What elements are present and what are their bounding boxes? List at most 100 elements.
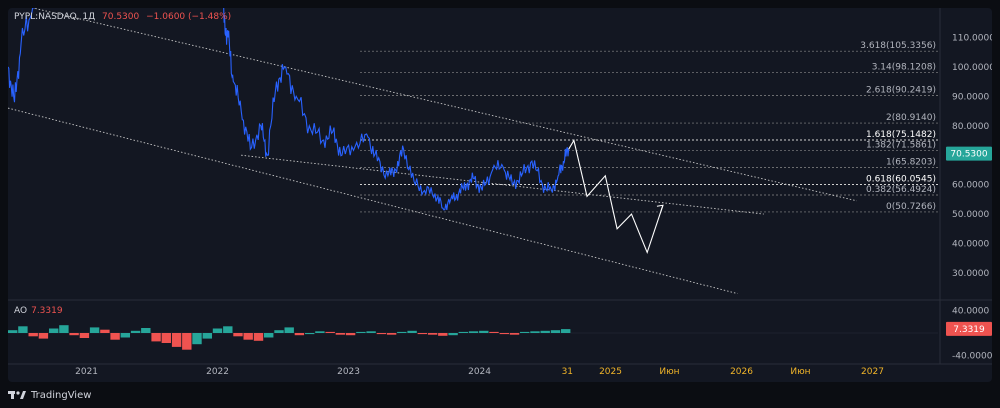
ao-bar [69,333,79,336]
ao-bar [325,331,335,333]
ao-bar [438,333,448,336]
ao-bar [335,333,346,335]
branding[interactable]: TradingView [8,386,91,404]
fib-level-label: 2.618(90.2419) [866,86,936,96]
ao-bar [79,333,90,338]
ao-axis-tick: -40.0000 [952,351,992,361]
ao-bar [171,333,182,347]
ao-axis-tick: 40.0000 [952,307,989,317]
ao-bar [315,331,325,333]
price-series-line [8,8,570,211]
ao-bar [376,333,387,335]
ao-bar [509,333,520,335]
price-axis-tick: 90.0000 [952,92,989,102]
symbol-name[interactable]: PYPL:NASDAQ, 1Д [14,12,96,22]
fib-level-label: 1(65.8203) [886,158,936,168]
projection-line [568,139,664,254]
ao-bar [192,333,202,345]
time-axis-tick: 2023 [337,367,360,377]
ao-bar [561,329,571,333]
time-axis-tick: Июн [659,367,679,377]
price-axis-tick: 60.0000 [952,181,989,191]
channel-line [8,107,738,295]
symbol-legend[interactable]: PYPL:NASDAQ, 1Д 70.5300 −1.0600 (−1.48%) [14,12,231,22]
ao-bar [59,325,69,333]
fib-level-label: 1.382(71.5861) [866,141,936,151]
ao-legend[interactable]: AO 7.3319 [14,306,63,316]
ao-bar [550,330,561,333]
ao-bar [130,330,141,333]
ao-bar [110,333,120,340]
time-axis-tick: 2021 [75,367,98,377]
ao-bar [120,333,130,338]
ao-current-label: 7.3319 [953,325,985,335]
current-price-badge [946,146,992,161]
price-axis-tick: 110.0000 [952,33,992,43]
ao-bar [499,333,509,335]
ao-bar [489,331,499,333]
tradingview-logo-icon [8,391,26,399]
ao-bar [253,333,264,341]
price-axis-tick: 100.0000 [952,63,992,73]
ao-bar [356,331,366,333]
channel-line [241,154,764,215]
ao-bar [417,333,427,335]
ao-bar [28,333,38,337]
ao-bar [18,326,28,333]
time-axis-tick: 2022 [206,367,229,377]
time-axis-tick: 2024 [468,367,491,377]
ao-bar [161,333,171,343]
price-change: −1.0600 (−1.48%) [146,12,232,22]
chart-canvas[interactable]: 3.618(105.3356) 3.14(98.1208) 2.618(90.241… [8,8,992,382]
fib-level-label: 1.618(75.1482) [866,130,936,140]
ao-bar [520,331,530,333]
price-axis-tick: 40.0000 [952,240,989,250]
ao-bar [141,328,151,333]
ao-bar [38,333,49,339]
chart-pane[interactable]: 3.618(105.3356) 3.14(98.1208) 2.618(90.241… [8,8,992,382]
time-axis-tick: 2026 [730,367,753,377]
channel-line [31,8,857,202]
ao-bar [458,331,468,333]
ao-bar [49,328,59,333]
ao-current-badge [946,321,992,336]
price-axis-tick: 50.0000 [952,210,989,220]
projection-arrowhead-icon [656,204,664,212]
ao-bar [427,333,438,335]
ao-value: 7.3319 [31,306,63,316]
ao-bar [100,329,110,333]
branding-text[interactable]: TradingView [31,389,92,401]
ao-bar [345,333,356,336]
ao-bar [8,330,18,333]
ao-bar [223,326,233,333]
ao-bar [243,333,253,340]
ao-bar [284,327,294,333]
ao-bar [366,331,376,333]
ao-name[interactable]: AO [14,306,28,316]
ao-bar [468,331,479,333]
ao-bar [294,333,305,336]
ao-bar [530,331,540,333]
fib-level-label: 0(50.7266) [886,202,936,212]
fib-level-label: 0.382(56.4924) [866,185,936,195]
price-axis-tick: 30.0000 [952,269,989,279]
ao-bar [479,330,489,333]
time-axis-tick: 2025 [599,367,622,377]
ao-bar [202,333,212,339]
ao-bar [182,333,192,350]
fib-level-label: 2(80.9140) [886,113,936,123]
ao-bar [305,333,315,335]
ao-bar [151,333,161,342]
time-axis-tick: 2027 [861,367,884,377]
price-axis-tick: 80.0000 [952,122,989,132]
fib-level-label: 3.14(98.1208) [872,62,936,72]
fib-level-label: 0.618(60.0545) [866,174,936,184]
time-axis-tick: 31 [562,367,573,377]
ao-bar [448,333,458,336]
last-price: 70.5300 [102,12,140,22]
ao-bar [407,330,417,333]
ao-bar [89,327,100,333]
ao-bar [540,330,550,333]
fib-level-label: 3.618(105.3356) [860,41,936,51]
